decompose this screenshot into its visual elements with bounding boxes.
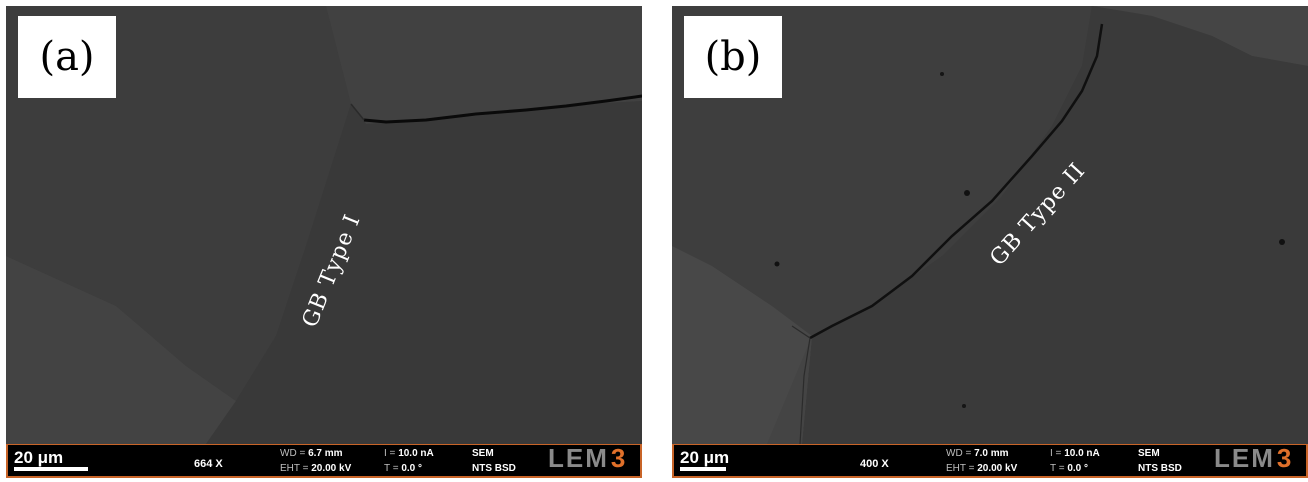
logo-text-lem: LEM [548,443,609,473]
sem-image-a: (a) GB Type I 20 μm 664 X WD = 6.7 mm EH… [6,6,642,478]
lem3-logo: LEM 3 [1214,443,1293,474]
scale-bar [680,467,726,471]
sem-image-b: (b) GB Type II 20 μm 400 X WD = 7.0 mm E… [672,6,1308,478]
wd-label: WD = [280,448,306,459]
current-readout: I = 10.0 nA [384,448,434,459]
lem3-logo: LEM 3 [548,443,627,474]
scale-label: 20 μm [680,448,730,467]
t-value: 0.0 ° [401,463,423,474]
wd-label: WD = [946,448,972,459]
tilt-readout: T = 0.0 ° [1050,463,1088,474]
eht-label: EHT = [280,463,309,474]
sem-databar-a: 20 μm 664 X WD = 6.7 mm EHT = 20.00 kV I… [6,443,642,478]
scale-label: 20 μm [14,448,64,467]
magnification: 400 X [860,458,889,470]
magnification: 664 X [194,458,223,470]
panel-label-a: (a) [18,16,116,98]
detector-bsd: NTS BSD [1138,463,1182,474]
logo-text-3: 3 [1276,443,1294,473]
detector-sem: SEM [472,448,494,459]
logo-text-3: 3 [610,443,628,473]
wd-value: 7.0 mm [974,448,1009,459]
micrograph-b [672,6,1308,444]
eht-readout: EHT = 20.00 kV [946,463,1017,474]
wd-readout: WD = 7.0 mm [946,448,1009,459]
scale-bar [14,467,88,471]
t-value: 0.0 ° [1067,463,1089,474]
eht-label: EHT = [946,463,975,474]
logo-text-lem: LEM [1214,443,1275,473]
eht-value: 20.00 kV [977,463,1018,474]
detector-bsd: NTS BSD [472,463,516,474]
wd-readout: WD = 6.7 mm [280,448,343,459]
current-readout: I = 10.0 nA [1050,448,1100,459]
eht-readout: EHT = 20.00 kV [280,463,351,474]
eht-value: 20.00 kV [311,463,352,474]
panel-label-b: (b) [684,16,782,98]
sem-databar-b: 20 μm 400 X WD = 7.0 mm EHT = 20.00 kV I… [672,443,1308,478]
t-label: T = [384,463,399,474]
detector-sem: SEM [1138,448,1160,459]
wd-value: 6.7 mm [308,448,343,459]
i-label: I = [1050,448,1062,459]
i-value: 10.0 nA [1064,448,1100,459]
micrograph-a [6,6,642,444]
t-label: T = [1050,463,1065,474]
i-label: I = [384,448,396,459]
tilt-readout: T = 0.0 ° [384,463,422,474]
i-value: 10.0 nA [398,448,434,459]
